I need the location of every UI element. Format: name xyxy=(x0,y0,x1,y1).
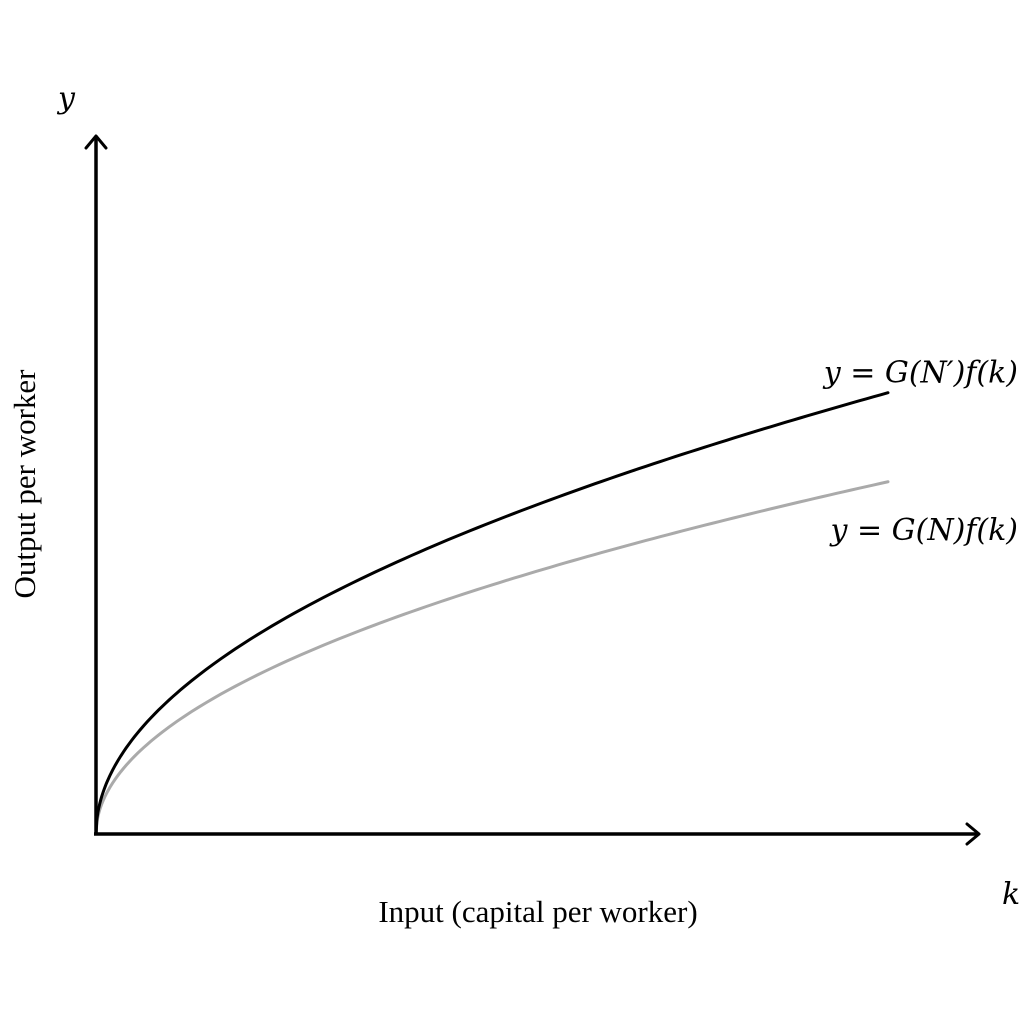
x-axis-label: Input (capital per worker) xyxy=(378,894,697,929)
y-axis xyxy=(84,134,108,834)
series-label-2: y = G(N)f(k) xyxy=(829,513,1018,548)
x-axis-arrowhead xyxy=(965,822,981,846)
x-axis xyxy=(94,822,981,846)
series-layer xyxy=(94,391,890,836)
series-label-1: y = G(N′)f(k) xyxy=(822,356,1018,391)
y-axis-arrowhead xyxy=(84,134,108,150)
x-axis-symbol: k xyxy=(1002,877,1020,912)
series-line-1 xyxy=(94,391,890,836)
series-line-2 xyxy=(94,480,890,836)
y-axis-label: Output per worker xyxy=(7,369,42,599)
series-label-layer: y = G(N′)f(k) y = G(N)f(k) xyxy=(822,356,1018,548)
y-axis-symbol: y xyxy=(56,81,76,116)
